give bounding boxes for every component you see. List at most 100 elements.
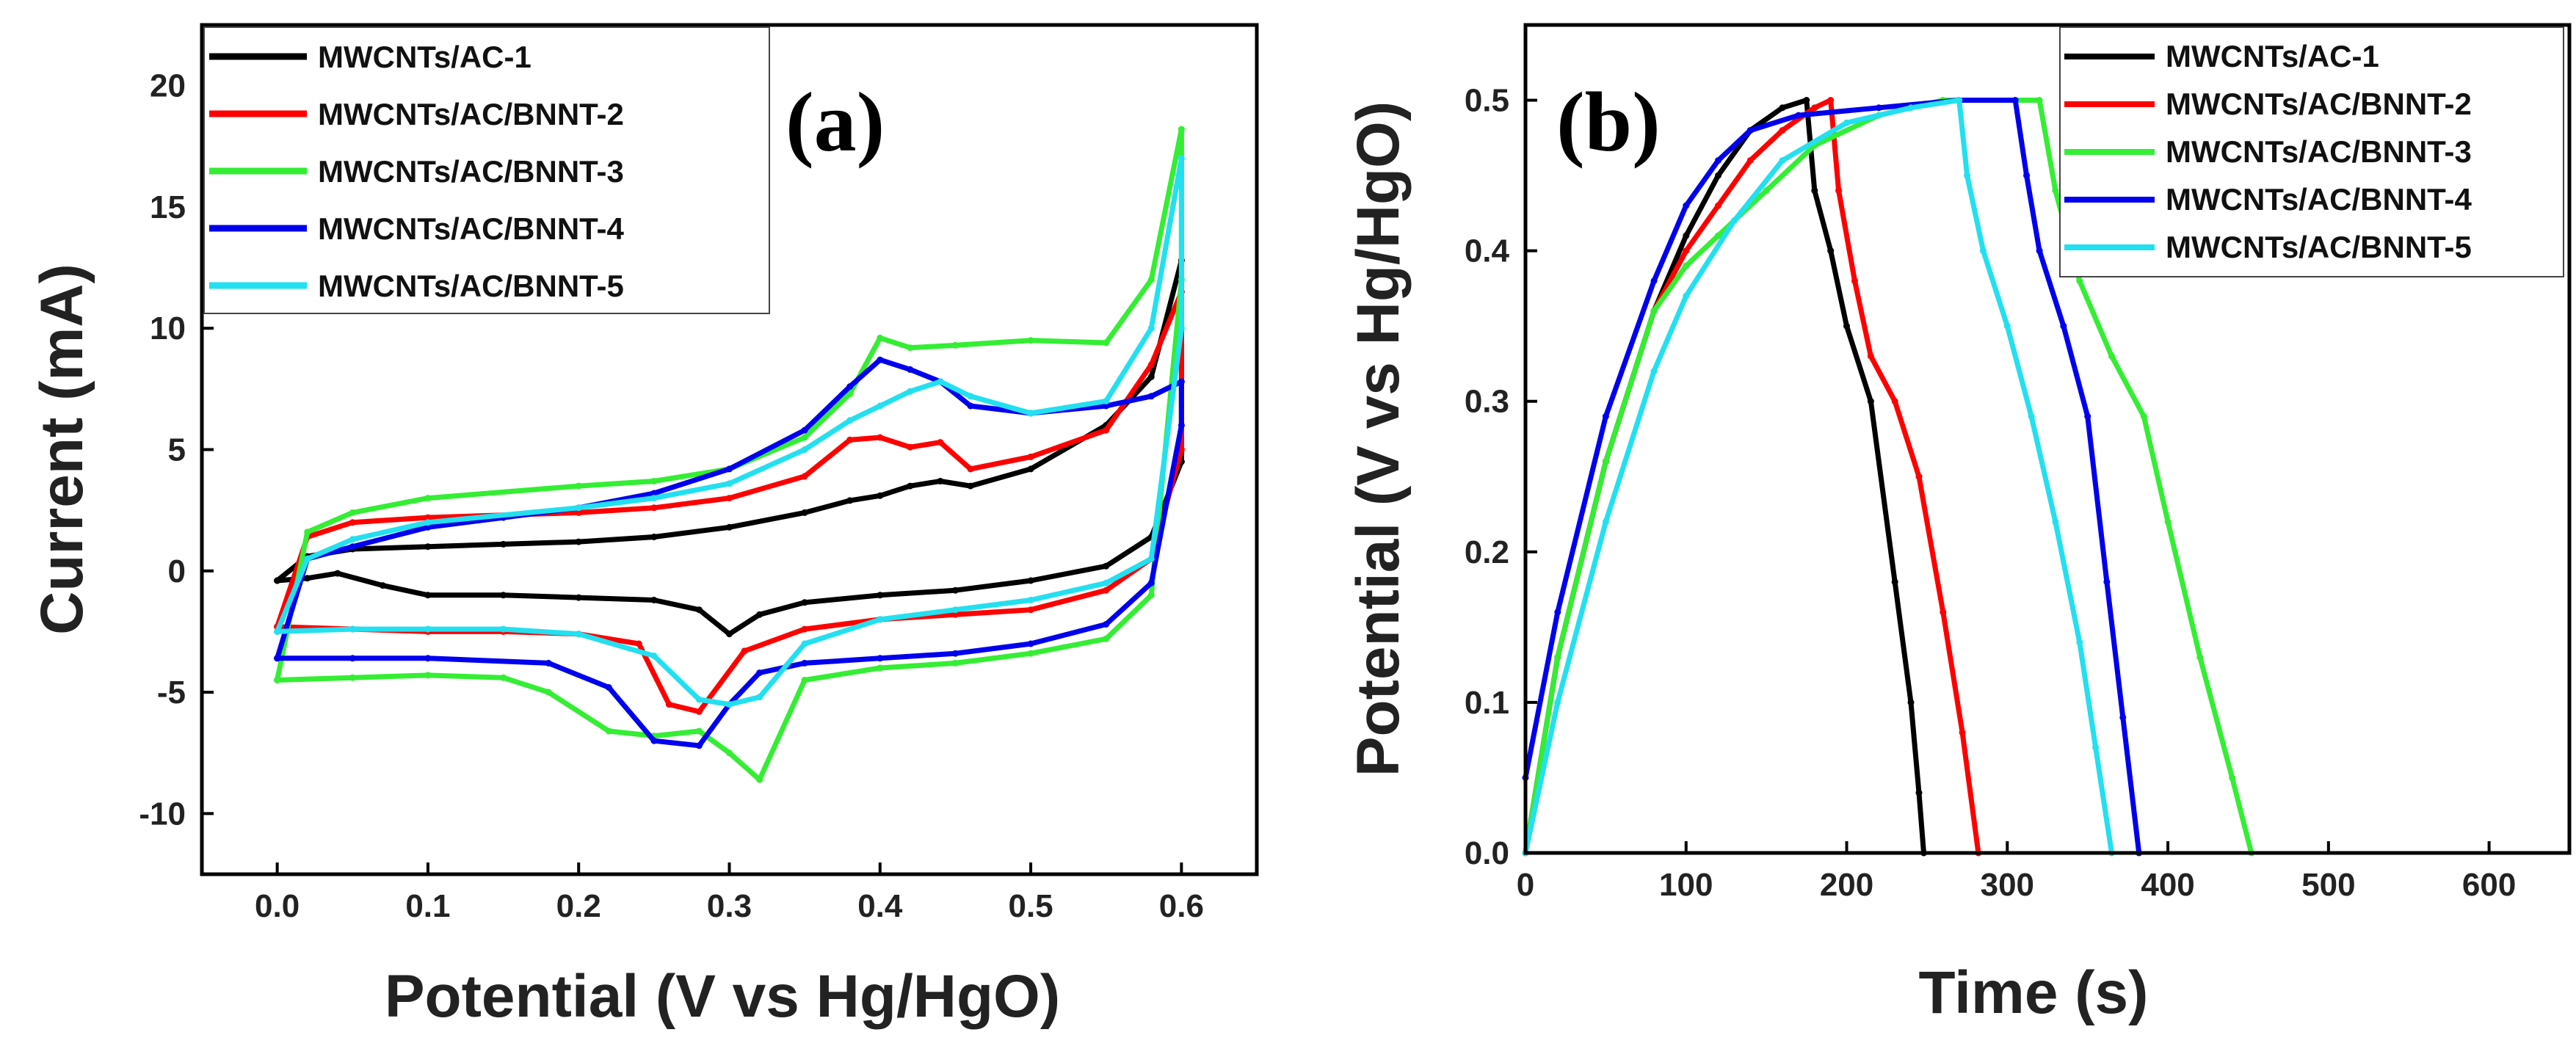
data-point [1178, 446, 1185, 453]
data-point [1964, 172, 1971, 179]
data-point [605, 684, 612, 691]
data-point [1907, 104, 1915, 112]
data-point [2036, 97, 2043, 103]
data-point [274, 628, 281, 635]
data-point [2060, 322, 2067, 330]
legend-label: MWCNTs/AC/BNNT-5 [318, 269, 624, 303]
data-point [877, 356, 884, 363]
data-point [695, 742, 703, 749]
data-point [2003, 322, 2011, 330]
data-point [1811, 187, 1818, 195]
data-point [801, 446, 808, 453]
y-tick-label: 0.3 [1465, 384, 1509, 420]
data-point [1103, 402, 1110, 410]
series-group [1522, 97, 2255, 857]
data-point [846, 417, 854, 424]
plot-frame [1523, 23, 2572, 855]
data-point [1147, 324, 1155, 332]
data-point [575, 631, 582, 638]
data-point [1891, 578, 1898, 586]
data-point [877, 492, 884, 499]
data-point [2023, 172, 2031, 179]
data-point [1915, 789, 1923, 796]
data-point [379, 582, 386, 589]
data-point [349, 674, 356, 681]
data-point [801, 426, 808, 434]
data-point [1602, 518, 1609, 526]
data-point [801, 640, 808, 647]
data-point [575, 482, 582, 490]
data-point [951, 659, 959, 666]
data-point [1147, 579, 1155, 586]
data-point [877, 402, 884, 410]
data-point [304, 555, 311, 562]
data-point [726, 701, 733, 708]
y-tick-label: 0.1 [1465, 685, 1509, 721]
panel-label: (a) [786, 76, 885, 170]
data-point [801, 659, 808, 666]
data-point [756, 611, 763, 618]
data-point [1178, 126, 1185, 133]
data-point [349, 519, 356, 526]
data-point [1178, 324, 1185, 332]
x-tick-label: 0.1 [405, 888, 450, 924]
data-point [1715, 172, 1721, 179]
data-point [274, 577, 281, 584]
data-point [2076, 277, 2083, 285]
data-point [951, 586, 959, 594]
data-point [1602, 413, 1609, 420]
x-tick-label: 0.2 [556, 888, 601, 924]
x-tick-label: 600 [2462, 867, 2516, 903]
legend-label: MWCNTs/AC/BNNT-2 [318, 97, 624, 131]
data-point [877, 334, 884, 341]
data-point [650, 653, 658, 659]
series-group [274, 126, 1185, 783]
data-point [424, 592, 432, 599]
data-point [575, 538, 582, 545]
data-point [877, 434, 884, 441]
data-point [2036, 247, 2043, 255]
data-point [726, 495, 733, 502]
data-point [937, 378, 944, 385]
legend-label: MWCNTs/AC/BNNT-4 [2166, 182, 2472, 217]
data-point [2196, 653, 2204, 661]
data-point [1683, 262, 1690, 269]
data-point [741, 647, 748, 655]
data-point [1715, 202, 1721, 209]
data-point [846, 497, 854, 504]
data-point [1980, 247, 1987, 255]
data-point [2052, 187, 2059, 195]
data-point [1875, 104, 1882, 112]
data-point [1795, 112, 1802, 119]
data-point [500, 674, 507, 681]
legend: MWCNTs/AC-1 MWCNTs/AC/BNNT-2 MWCNTs/AC/B… [203, 26, 770, 314]
data-point [500, 592, 507, 599]
data-point [1851, 277, 1858, 285]
series-line [1523, 98, 2114, 856]
data-point [2052, 518, 2059, 526]
y-axis-title: Potential (V vs Hg/HgO) [1345, 101, 1412, 777]
data-point [1103, 562, 1110, 570]
data-point [1746, 127, 1754, 134]
data-point [1027, 410, 1034, 417]
data-point [877, 655, 884, 662]
data-point [756, 776, 763, 783]
data-point [1147, 373, 1155, 380]
data-point [937, 439, 944, 446]
x-tick-label: 300 [1981, 867, 2034, 903]
data-point [907, 482, 914, 490]
data-point [2084, 413, 2091, 420]
legend-label: MWCNTs/AC/BNNT-2 [2166, 87, 2472, 121]
data-point [1147, 555, 1155, 562]
data-point [424, 625, 432, 633]
data-point [1730, 217, 1738, 225]
x-tick-label: 400 [2141, 867, 2194, 903]
data-point [1843, 119, 1850, 126]
data-point [726, 480, 733, 487]
x-axis-title: Time (s) [1919, 959, 2149, 1026]
y-tick-label: 0.5 [1465, 83, 1509, 119]
data-point [907, 443, 914, 451]
data-point [500, 540, 507, 548]
data-point [650, 597, 658, 603]
